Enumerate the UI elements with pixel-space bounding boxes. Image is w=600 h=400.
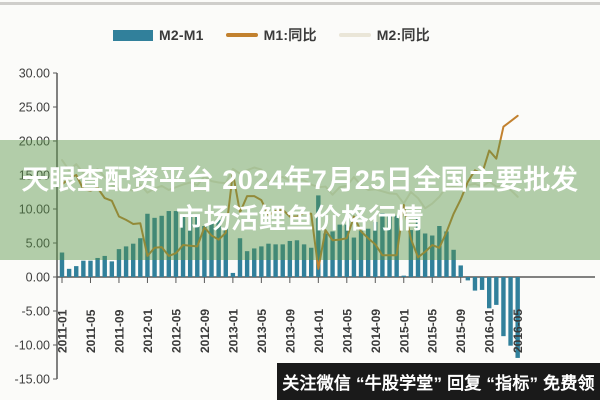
legend-swatch-bar: [113, 29, 153, 41]
legend-item-m2-m1-spread: M2-M1: [113, 27, 204, 43]
svg-text:2014-09: 2014-09: [369, 309, 383, 353]
legend-swatch-m1-line: [225, 33, 258, 37]
overlay-title-line1: 天眼查配资平台 2024年7月25日全国主要批发: [21, 165, 579, 195]
legend-label: M2-M1: [159, 27, 204, 43]
svg-text:25.00: 25.00: [19, 101, 50, 115]
svg-text:2015-05: 2015-05: [426, 309, 440, 353]
bars-m2-m1-spread: [59, 195, 520, 358]
svg-text:2015-01: 2015-01: [397, 309, 411, 353]
svg-text:2016-05: 2016-05: [511, 309, 525, 353]
svg-text:2013-01: 2013-01: [226, 309, 240, 353]
m2-yoy-line: [61, 159, 519, 210]
svg-text:2015-09: 2015-09: [454, 309, 468, 353]
svg-text:-5.00: -5.00: [22, 305, 51, 319]
svg-text:2012-09: 2012-09: [198, 309, 212, 353]
x-axis: [57, 276, 595, 283]
svg-text:30.00: 30.00: [19, 67, 50, 81]
svg-text:20.00: 20.00: [19, 135, 50, 149]
svg-text:10.00: 10.00: [19, 203, 50, 217]
svg-text:2013-09: 2013-09: [283, 309, 297, 353]
top-border-line: [0, 2, 600, 5]
svg-text:2014-01: 2014-01: [312, 309, 326, 353]
legend-item-m1-yoy: M1:同比: [225, 25, 317, 45]
legend-swatch-m2-line: [338, 33, 371, 37]
legend-label: M2:同比: [376, 27, 430, 43]
legend-item-m2-yoy: M2:同比: [338, 25, 430, 45]
title-overlay-band: 天眼查配资平台 2024年7月25日全国主要批发 市场活鲤鱼价格行情: [0, 140, 600, 260]
y-axis: 30.00 25.00 20.00 15.00 10.00 5.00 0.00 -5.00 -1…: [15, 67, 58, 387]
m1-yoy-line: [61, 114, 519, 270]
svg-text:-10.00: -10.00: [15, 339, 50, 353]
legend-label: M1:同比: [263, 27, 317, 43]
svg-text:-15.00: -15.00: [15, 373, 50, 387]
overlay-title-line2: 市场活鲤鱼价格行情: [176, 204, 424, 234]
svg-text:2016-01: 2016-01: [483, 309, 497, 353]
svg-text:2013-05: 2013-05: [255, 309, 269, 353]
svg-text:5.00: 5.00: [26, 237, 50, 251]
svg-text:2011-01: 2011-01: [56, 309, 70, 353]
promo-banner-text: 关注微信 “牛股学堂” 回复 “指标” 免费领: [282, 374, 595, 393]
svg-text:15.00: 15.00: [19, 169, 50, 183]
svg-text:0.00: 0.00: [26, 271, 50, 285]
chart-legend: M2-M1 M1:同比 M2:同比: [113, 26, 430, 44]
svg-text:2014-05: 2014-05: [340, 309, 354, 353]
svg-text:2012-05: 2012-05: [169, 309, 183, 353]
x-tick-labels: 2011-01 2011-05 2011-09 2012-01 2012-05 2012-…: [56, 309, 526, 353]
svg-text:2011-05: 2011-05: [84, 309, 98, 353]
svg-text:2011-09: 2011-09: [112, 309, 126, 353]
wechat-promo-banner: 关注微信 “牛股学堂” 回复 “指标” 免费领: [277, 363, 600, 400]
svg-text:2012-01: 2012-01: [141, 309, 155, 353]
